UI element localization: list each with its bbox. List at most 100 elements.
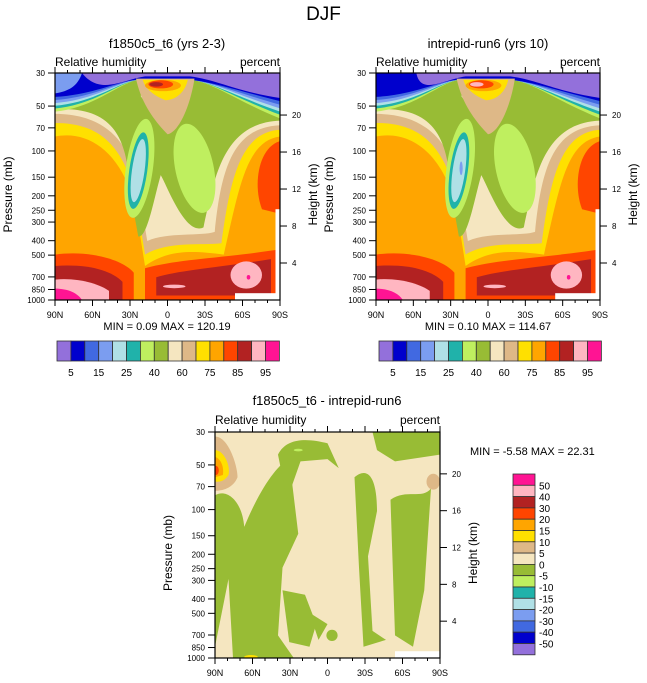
y-axis-label: Pressure (mb) xyxy=(1,156,15,232)
colorbar-label: 40 xyxy=(149,368,161,379)
y-axis-label: Pressure (mb) xyxy=(161,515,175,591)
colorbar-swatch xyxy=(512,484,536,497)
y-tick-label: 700 xyxy=(353,273,367,282)
min-max-stats: MIN = 0.09 MAX = 120.19 xyxy=(103,321,230,333)
colorbar-swatch xyxy=(512,586,536,599)
y-tick-label: 500 xyxy=(192,609,206,618)
contour-region xyxy=(215,459,299,658)
contour-region xyxy=(577,141,600,214)
y-tick-label: 150 xyxy=(353,173,367,182)
x-tick-label: 90N xyxy=(368,310,385,320)
colorbar-swatch xyxy=(167,340,183,362)
y-tick-label: 700 xyxy=(192,631,206,640)
y-tick-label: 400 xyxy=(192,595,206,604)
contour-region xyxy=(566,275,571,280)
y-tick-label: 50 xyxy=(196,461,205,470)
x-tick-label: 90N xyxy=(47,310,64,320)
y-tick-label: 700 xyxy=(32,273,46,282)
contour-field xyxy=(376,73,600,300)
colorbar-label: 5 xyxy=(390,368,396,379)
colorbar-label: 10 xyxy=(539,538,551,549)
colorbar-label: 5 xyxy=(68,368,74,379)
colorbar-label: -40 xyxy=(539,628,554,639)
colorbar-swatch xyxy=(512,564,536,577)
y-tick-label: 100 xyxy=(32,147,46,156)
y-right-tick-label: 16 xyxy=(452,507,461,516)
contour-region xyxy=(555,293,600,300)
contour-region xyxy=(376,73,417,96)
y-tick-label: 850 xyxy=(353,285,367,294)
min-max-stats: MIN = -5.58 MAX = 22.31 xyxy=(470,446,595,458)
colorbar-swatch xyxy=(512,552,536,565)
y-axis-label: Pressure (mb) xyxy=(322,156,336,232)
right-string: percent xyxy=(400,413,441,427)
y-tick-label: 250 xyxy=(192,565,206,574)
y-right-tick-label: 8 xyxy=(452,580,457,589)
figure-title: DJF xyxy=(306,4,341,25)
x-tick-label: 60S xyxy=(394,668,410,678)
y-tick-label: 70 xyxy=(357,124,366,133)
colorbar-label: 25 xyxy=(121,368,133,379)
left-string: Relative humidity xyxy=(55,55,146,69)
colorbar-label: 95 xyxy=(582,368,594,379)
contour-region xyxy=(459,161,463,176)
colorbar-swatch xyxy=(265,340,280,362)
contour-region xyxy=(483,284,506,289)
colorbar-swatch xyxy=(448,340,463,362)
colorbar-swatch xyxy=(139,340,155,362)
colorbar-swatch xyxy=(587,340,602,362)
y-right-tick-label: 4 xyxy=(452,617,457,626)
y-tick-label: 150 xyxy=(192,532,206,541)
colorbar-swatch xyxy=(475,340,491,362)
y-tick-label: 300 xyxy=(32,218,46,227)
colorbar: 5 15 25 40 60 75 85 95 xyxy=(56,340,280,379)
right-string: percent xyxy=(560,55,601,69)
y-tick-label: 850 xyxy=(32,285,46,294)
y-tick-label: 300 xyxy=(353,218,367,227)
colorbar-swatch xyxy=(512,530,536,543)
y-tick-label: 200 xyxy=(192,550,206,559)
y-tick-label: 70 xyxy=(36,124,45,133)
colorbar-label: 75 xyxy=(526,368,538,379)
contour-region xyxy=(163,284,186,289)
contour-region xyxy=(278,440,339,500)
colorbar-swatch xyxy=(512,631,536,644)
contour-field xyxy=(215,432,440,658)
y-tick-label: 30 xyxy=(196,428,205,437)
y-right-axis-label: Height (km) xyxy=(626,163,640,225)
y-right-tick-label: 12 xyxy=(612,185,621,194)
colorbar-swatch xyxy=(209,340,225,362)
colorbar-swatch xyxy=(420,340,436,362)
y-tick-label: 50 xyxy=(357,102,366,111)
colorbar-label: 40 xyxy=(471,368,483,379)
y-tick-label: 1000 xyxy=(27,296,45,305)
contour-region xyxy=(494,123,536,213)
colorbar-label: 50 xyxy=(539,481,551,492)
colorbar-label: 15 xyxy=(539,527,551,538)
x-tick-label: 90N xyxy=(207,668,224,678)
x-tick-label: 60S xyxy=(555,310,571,320)
colorbar-swatch xyxy=(531,340,547,362)
colorbar-swatch xyxy=(112,340,127,362)
x-tick-label: 30S xyxy=(197,310,213,320)
y-tick-label: 100 xyxy=(192,506,206,515)
contour-region xyxy=(595,209,600,300)
x-tick-label: 0 xyxy=(165,310,170,320)
y-tick-label: 1000 xyxy=(348,296,366,305)
x-tick-label: 90S xyxy=(592,310,608,320)
colorbar-swatch xyxy=(512,575,536,588)
colorbar-swatch xyxy=(512,518,536,531)
y-tick-label: 150 xyxy=(32,173,46,182)
right-string: percent xyxy=(240,55,281,69)
y-tick-label: 30 xyxy=(36,69,45,78)
left-string: Relative humidity xyxy=(376,55,467,69)
y-right-axis-label: Height (km) xyxy=(306,163,320,225)
colorbar-swatch xyxy=(84,340,100,362)
x-tick-label: 90S xyxy=(432,668,448,678)
colorbar-swatch xyxy=(70,340,86,362)
colorbar-swatch xyxy=(406,340,422,362)
colorbar-label: 25 xyxy=(443,368,455,379)
colorbar-label: 15 xyxy=(415,368,427,379)
